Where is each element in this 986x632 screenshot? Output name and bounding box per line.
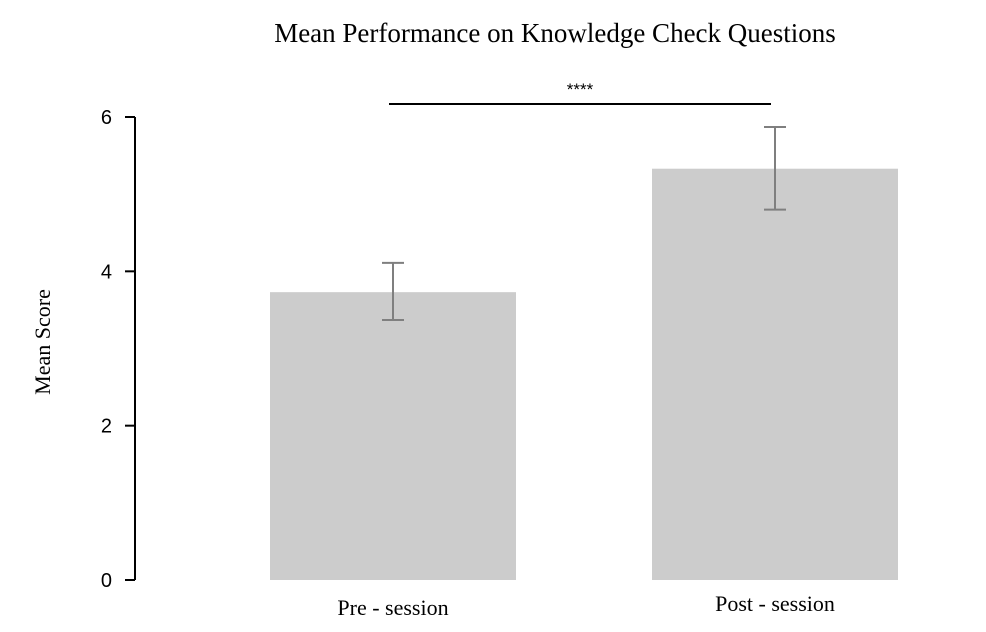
y-tick-label-2: 2 — [101, 416, 112, 438]
y-axis-ticks: 0 2 4 6 — [101, 107, 135, 592]
x-category-label-post-session: Post - session — [715, 591, 835, 616]
x-category-label-pre-session: Pre - session — [337, 595, 448, 620]
error-bar-pre-session — [382, 261, 404, 321]
significance-stars: **** — [567, 80, 594, 99]
y-tick-label-6: 6 — [101, 107, 112, 129]
y-tick-label-4: 4 — [101, 261, 112, 283]
significance-annotation: **** — [389, 80, 771, 105]
chart-title: Mean Performance on Knowledge Check Ques… — [274, 18, 836, 48]
bars-group — [270, 168, 898, 580]
bar-pre-session — [270, 292, 516, 580]
y-axis-title: Mean Score — [30, 289, 55, 395]
error-bars-group — [382, 126, 786, 321]
error-bar-post-session — [764, 126, 786, 211]
y-tick-label-0: 0 — [101, 570, 112, 592]
bar-post-session — [652, 168, 898, 580]
x-axis-labels: Pre - session Post - session — [337, 591, 835, 620]
